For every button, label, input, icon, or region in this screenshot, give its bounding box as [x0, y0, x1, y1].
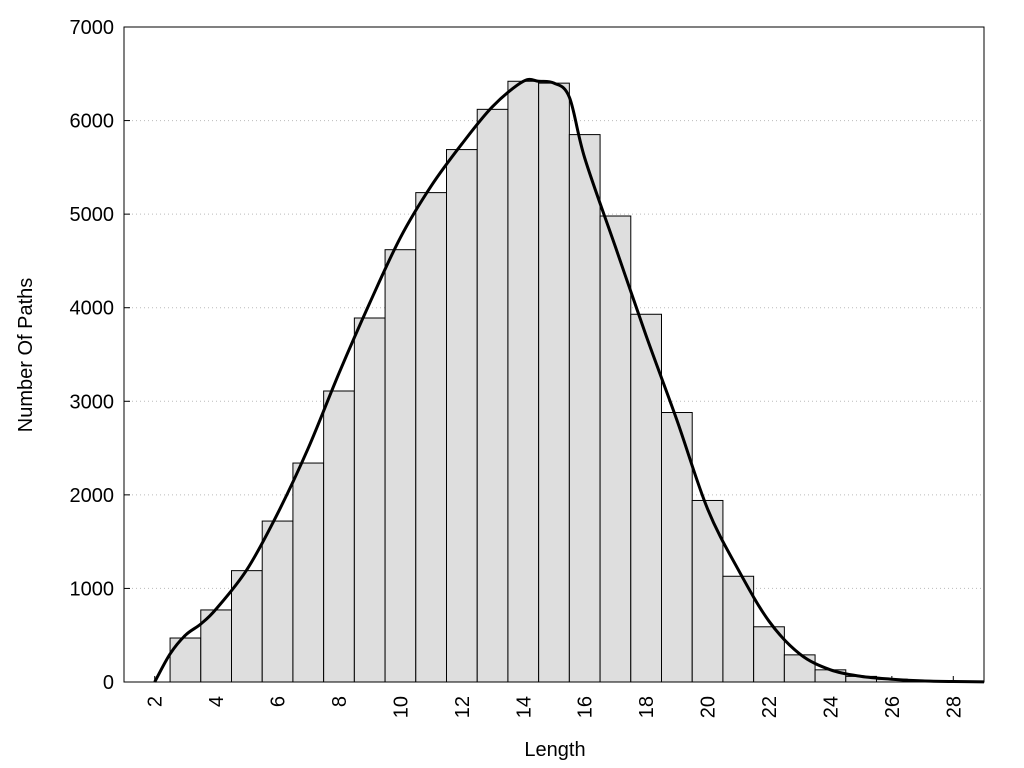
x-tick-label: 18: [636, 696, 658, 718]
x-tick-label: 28: [943, 696, 965, 718]
bar: [231, 570, 263, 683]
density-curve: [153, 77, 985, 684]
y-tick-label: 3000: [70, 391, 115, 413]
x-tick-label: 14: [513, 696, 535, 718]
x-tick-label: 20: [698, 696, 720, 718]
bar: [415, 192, 447, 683]
x-tick-label: 16: [575, 696, 597, 718]
x-tick-label: 2: [145, 696, 167, 707]
x-axis-label: Length: [524, 739, 585, 761]
bar: [353, 317, 386, 683]
bar: [323, 390, 355, 683]
x-tick-label: 4: [206, 696, 228, 707]
bar: [507, 80, 540, 683]
bar: [538, 82, 570, 683]
bar: [261, 520, 294, 683]
y-tick-label: 5000: [70, 204, 115, 226]
y-tick-label: 4000: [70, 298, 115, 320]
y-tick-label: 0: [103, 672, 114, 694]
bar: [446, 149, 478, 683]
bar: [384, 249, 417, 683]
y-tick-label: 6000: [70, 111, 115, 133]
bar: [599, 215, 632, 683]
x-tick-label: 24: [820, 696, 842, 718]
bar: [722, 575, 755, 683]
y-tick-label: 7000: [70, 17, 115, 39]
x-tick-label: 12: [452, 696, 474, 718]
bar: [568, 134, 601, 683]
x-tick-label: 8: [329, 696, 351, 707]
x-tick-label: 10: [390, 696, 412, 718]
y-tick-label: 1000: [70, 578, 115, 600]
bar: [691, 499, 724, 683]
x-tick-label: 22: [759, 696, 781, 718]
bar: [169, 637, 202, 683]
bar: [661, 412, 693, 683]
y-axis-label: Number Of Paths: [15, 278, 37, 433]
x-tick-label: 26: [882, 696, 904, 718]
plot-frame: [123, 26, 985, 683]
bar: [783, 654, 816, 683]
bar: [292, 462, 325, 683]
x-tick-label: 6: [268, 696, 290, 707]
bar: [476, 108, 509, 683]
y-tick-label: 2000: [70, 485, 115, 507]
